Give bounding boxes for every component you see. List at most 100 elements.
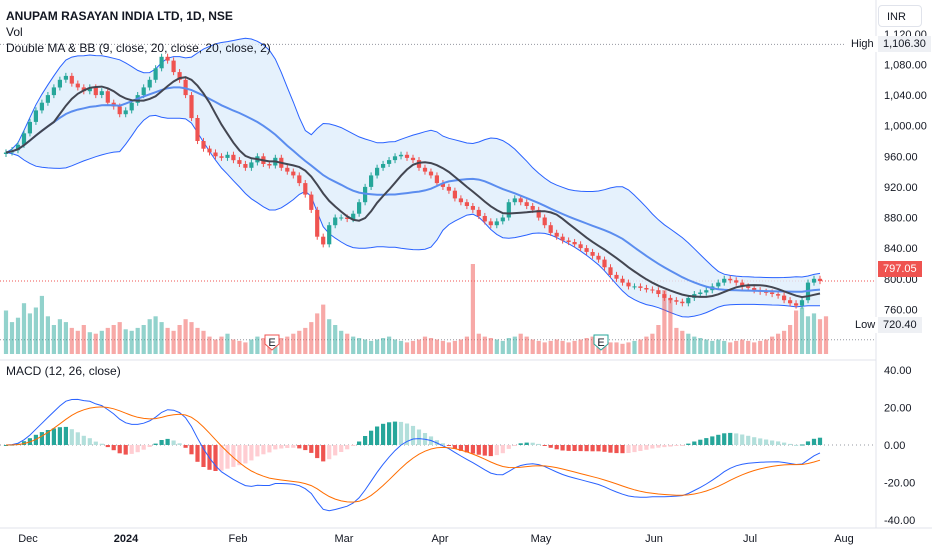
macd-histogram-bar <box>387 422 392 445</box>
candle-body <box>746 286 751 288</box>
macd-histogram-bar <box>117 445 122 454</box>
macd-histogram-bar <box>237 445 242 466</box>
macd-histogram-bar <box>518 443 523 445</box>
macd-histogram-bar <box>776 441 781 445</box>
volume-bar <box>554 339 559 354</box>
volume-bar <box>153 316 158 354</box>
volume-bar <box>183 319 188 354</box>
volume-bar <box>57 319 62 354</box>
volume-bar <box>195 327 200 354</box>
candle-body <box>39 102 44 111</box>
macd-histogram-bar <box>249 445 254 461</box>
candle-body <box>626 282 631 287</box>
candle-body <box>249 162 254 168</box>
macd-histogram-bar <box>494 445 499 456</box>
earnings-icon <box>593 334 609 351</box>
volume-bar <box>656 325 661 354</box>
macd-histogram-bar <box>782 442 787 445</box>
volume-bar <box>285 336 290 354</box>
macd-histogram-bar <box>351 445 356 446</box>
volume-bar <box>482 336 487 354</box>
macd-histogram-bar <box>285 445 290 448</box>
candle-body <box>638 286 643 288</box>
volume-bar <box>27 313 32 354</box>
time-axis-tick: Aug <box>834 533 854 545</box>
volume-bar <box>363 339 368 354</box>
time-axis-tick: Jun <box>645 533 663 545</box>
volume-bar <box>123 329 128 354</box>
candle-body <box>518 198 523 203</box>
volume-bar <box>542 342 547 354</box>
volume-bar <box>33 307 38 354</box>
candle-body <box>530 206 535 210</box>
candle-body <box>650 289 655 291</box>
volume-bar <box>817 319 823 354</box>
candle-body <box>69 75 74 84</box>
ma-20-line <box>5 86 821 293</box>
volume-bar <box>111 325 116 354</box>
volume-bar <box>243 342 248 354</box>
volume-bar <box>315 313 320 354</box>
macd-histogram-bar <box>375 426 380 445</box>
macd-histogram-bar <box>722 433 727 445</box>
macd-histogram-bar <box>668 445 673 447</box>
high-label: High <box>846 36 879 52</box>
candle-body <box>602 259 607 268</box>
macd-histogram-bar <box>111 445 116 451</box>
candle-body <box>123 110 128 115</box>
currency-selector[interactable]: INR <box>878 5 922 27</box>
candle-body <box>536 209 541 218</box>
candle-body <box>488 221 493 226</box>
volume-bar <box>799 307 805 354</box>
macd-histogram-bar <box>291 445 296 448</box>
candle-body <box>75 83 80 88</box>
volume-bar <box>327 319 332 354</box>
last-price-tag: 797.05 <box>878 261 922 277</box>
volume-bar <box>428 338 434 354</box>
candle-body <box>506 202 511 218</box>
candle-body <box>458 198 463 203</box>
macd-histogram-bar <box>165 438 170 445</box>
candle-body <box>428 171 434 176</box>
macd-histogram-bar <box>716 434 721 445</box>
candle-body <box>764 291 769 293</box>
macd-histogram-bar <box>554 445 559 450</box>
volume-bar <box>811 313 817 354</box>
candle-body <box>15 144 21 151</box>
volume-bar <box>650 333 655 354</box>
candle-body <box>357 202 362 214</box>
volume-bar <box>572 340 577 354</box>
macd-histogram-bar <box>728 432 733 445</box>
volume-bar <box>512 336 517 354</box>
volume-bar <box>626 342 631 354</box>
volume-bar <box>590 336 595 354</box>
volume-bar <box>614 342 619 354</box>
volume-bar <box>560 340 565 354</box>
macd-histogram-bar <box>153 443 158 445</box>
macd-histogram-bar <box>327 445 332 460</box>
volume-bar <box>644 336 649 354</box>
volume-bar <box>548 340 553 354</box>
macd-histogram-bar <box>183 445 188 448</box>
candle-body <box>99 91 104 95</box>
candle-body <box>27 121 32 134</box>
volume-bar <box>231 339 236 354</box>
candle-body <box>446 186 451 191</box>
candle-body <box>680 301 685 304</box>
candle-body <box>93 87 98 96</box>
candle-body <box>213 152 218 157</box>
candle-body <box>333 217 338 226</box>
candle-body <box>117 106 122 115</box>
macd-histogram-bar <box>99 443 104 445</box>
candle-body <box>794 303 799 306</box>
candle-body <box>704 290 709 293</box>
volume-bar <box>458 339 463 354</box>
candle-body <box>524 202 529 206</box>
candle-body <box>3 152 9 154</box>
macd-histogram-bar <box>770 440 775 445</box>
volume-bar <box>177 325 182 354</box>
candle-body <box>404 154 410 158</box>
candle-body <box>728 278 733 281</box>
volume-bar <box>422 336 428 354</box>
